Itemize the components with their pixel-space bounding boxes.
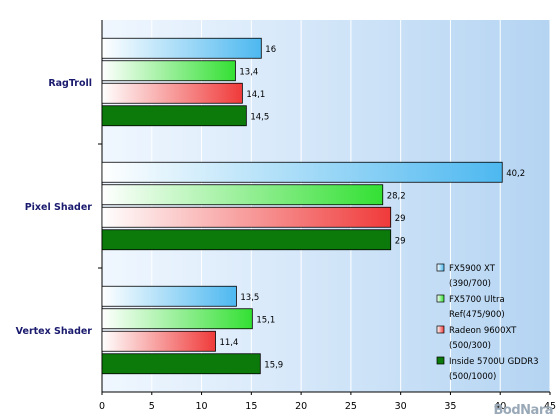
x-tick-label: 5 xyxy=(149,401,155,412)
legend-label: Inside 5700U GDDR3 xyxy=(449,357,539,367)
bar xyxy=(101,82,243,104)
bar xyxy=(101,206,392,228)
legend-swatch xyxy=(436,294,445,303)
bar xyxy=(101,37,262,59)
legend-label: Radeon 9600XT xyxy=(449,326,517,336)
data-label: 28,2 xyxy=(387,191,406,201)
bar xyxy=(101,229,392,251)
x-tick-label: 20 xyxy=(295,401,307,412)
bar xyxy=(101,60,236,82)
bar xyxy=(101,308,253,330)
category-label: RagTroll xyxy=(48,78,92,89)
category-label: Vertex Shader xyxy=(16,326,93,337)
bar xyxy=(101,161,503,183)
x-tick-label: 15 xyxy=(245,401,257,412)
watermark: BodNara xyxy=(493,403,554,418)
data-label: 40,2 xyxy=(506,169,525,179)
data-label: 13,5 xyxy=(240,293,259,303)
bar xyxy=(101,330,216,352)
data-label: 11,4 xyxy=(219,338,238,348)
legend-label: (390/700) xyxy=(449,279,491,289)
data-label: 14,1 xyxy=(246,90,265,100)
legend-label: (500/300) xyxy=(449,341,491,351)
data-label: 15,1 xyxy=(256,315,275,325)
legend-swatch xyxy=(436,325,445,334)
plot-area xyxy=(102,20,550,392)
legend-label: FX5900 XT xyxy=(449,264,496,274)
x-tick-label: 25 xyxy=(345,401,357,412)
legend-swatch xyxy=(436,356,445,365)
data-label: 29 xyxy=(395,214,406,224)
legend-label: FX5700 Ultra xyxy=(449,295,505,305)
bar xyxy=(101,353,261,375)
bar xyxy=(101,184,384,206)
x-tick-label: 10 xyxy=(196,401,208,412)
data-label: 14,5 xyxy=(250,112,269,122)
bar xyxy=(101,105,247,127)
x-tick-label: 40 xyxy=(494,401,506,412)
category-label: Pixel Shader xyxy=(25,202,93,213)
bar xyxy=(101,285,237,307)
legend-swatch xyxy=(436,263,445,272)
x-tick-label: 35 xyxy=(444,401,456,412)
x-tick-label: 30 xyxy=(395,401,407,412)
legend-label: (500/1000) xyxy=(449,372,496,382)
data-label: 16 xyxy=(265,45,276,55)
data-label: 29 xyxy=(395,236,406,246)
data-label: 15,9 xyxy=(264,360,283,370)
legend-label: Ref(475/900) xyxy=(449,310,505,320)
data-label: 13,4 xyxy=(239,67,258,77)
x-tick-label: 0 xyxy=(99,401,105,412)
x-tick-label: 45 xyxy=(544,401,556,412)
